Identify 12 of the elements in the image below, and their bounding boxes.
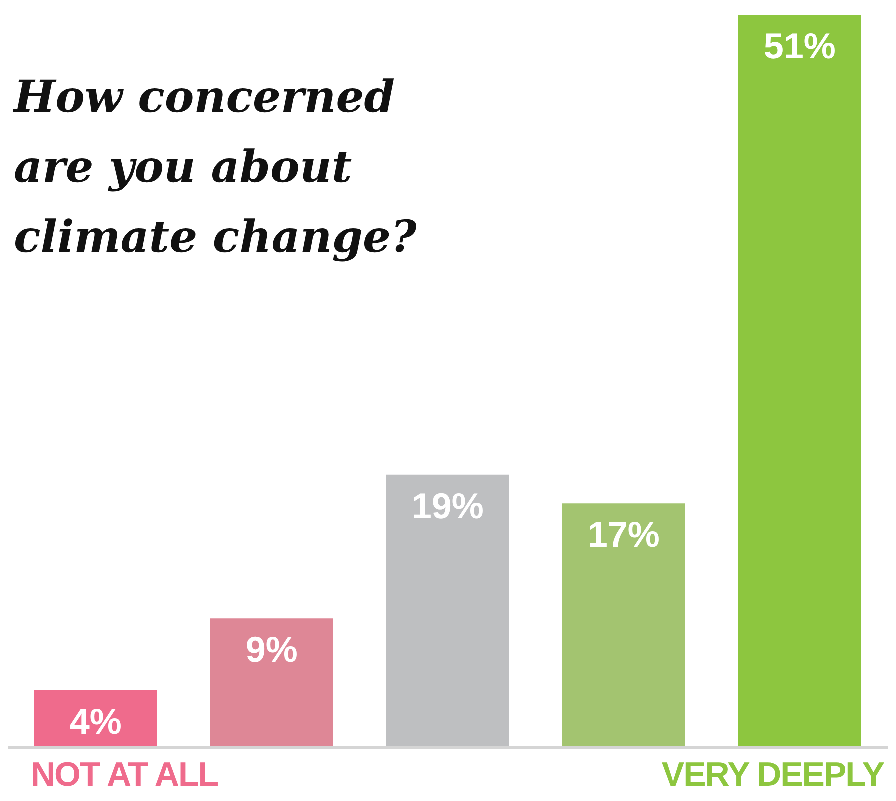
bar <box>210 618 334 748</box>
bar <box>562 504 686 748</box>
data-label: 19% <box>412 485 484 526</box>
data-label: 17% <box>588 514 660 556</box>
x-tick-label: VERY DEEPLY <box>662 756 886 794</box>
bar <box>738 15 862 748</box>
data-label: 9% <box>246 629 298 670</box>
data-label: 4% <box>70 701 122 742</box>
data-label: 51% <box>764 26 836 67</box>
text: How concerned are you about climate change? <box>14 71 418 265</box>
bar <box>386 474 510 748</box>
x-tick-label: NOT AT ALL <box>31 756 218 794</box>
